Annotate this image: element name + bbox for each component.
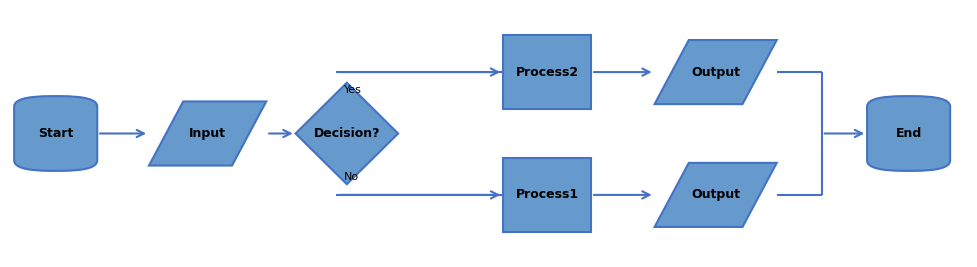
Bar — [503, 158, 591, 232]
Polygon shape — [655, 163, 777, 227]
FancyBboxPatch shape — [868, 96, 950, 171]
Text: Process1: Process1 — [516, 189, 578, 201]
FancyBboxPatch shape — [14, 96, 97, 171]
Text: Output: Output — [691, 66, 741, 78]
Text: No: No — [344, 172, 359, 182]
Text: Start: Start — [38, 127, 73, 140]
Text: Input: Input — [190, 127, 226, 140]
Polygon shape — [149, 101, 266, 166]
Polygon shape — [655, 40, 777, 104]
Bar — [503, 35, 591, 109]
Text: Decision?: Decision? — [314, 127, 380, 140]
Text: Process2: Process2 — [516, 66, 578, 78]
Text: End: End — [896, 127, 921, 140]
Polygon shape — [295, 83, 399, 184]
Text: Yes: Yes — [344, 85, 361, 95]
Text: Output: Output — [691, 189, 741, 201]
